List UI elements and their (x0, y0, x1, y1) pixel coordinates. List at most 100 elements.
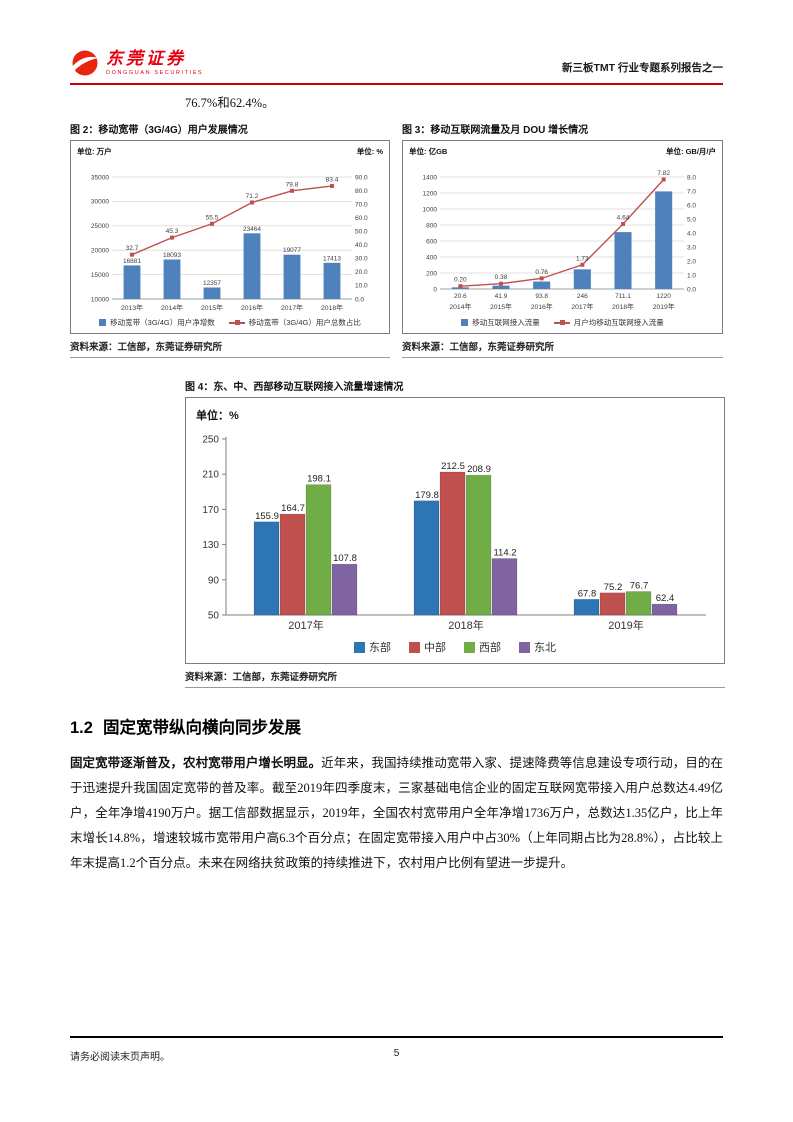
svg-text:10000: 10000 (91, 296, 109, 303)
svg-text:3.0: 3.0 (687, 244, 696, 251)
svg-text:75.2: 75.2 (604, 582, 623, 593)
svg-text:155.9: 155.9 (255, 511, 279, 522)
svg-text:16881: 16881 (123, 258, 141, 265)
svg-text:2013年: 2013年 (121, 303, 143, 312)
svg-text:2018年: 2018年 (448, 618, 483, 632)
figure2-unit-right: 单位: % (356, 147, 383, 156)
legend-square-marker-icon (409, 641, 420, 653)
svg-text:170: 170 (202, 505, 219, 516)
svg-text:164.7: 164.7 (281, 503, 305, 514)
svg-text:35000: 35000 (91, 174, 109, 181)
svg-text:8.0: 8.0 (687, 174, 696, 181)
paragraph-body: 近年来，我国持续推动宽带入家、提速降费等信息建设专项行动，目的在于迅速提升我国固… (70, 756, 723, 870)
svg-text:2016年: 2016年 (241, 303, 263, 312)
svg-text:1000: 1000 (423, 206, 438, 213)
svg-text:1400: 1400 (423, 174, 438, 181)
svg-text:20000: 20000 (91, 248, 109, 255)
svg-text:83.4: 83.4 (326, 176, 339, 183)
svg-text:41.9: 41.9 (495, 293, 508, 300)
svg-text:7.82: 7.82 (657, 170, 670, 177)
svg-text:18093: 18093 (163, 252, 181, 259)
svg-text:2015年: 2015年 (201, 303, 223, 312)
svg-text:0: 0 (433, 286, 437, 293)
figure-4: 图 4：东、中、西部移动互联网接入流量增速情况 单位：% 50 90 130 170 2… (185, 378, 725, 688)
paragraph-lead: 固定宽带逐渐普及，农村宽带用户增长明显。 (70, 756, 322, 770)
svg-text:70.0: 70.0 (355, 201, 368, 208)
svg-text:20.6: 20.6 (454, 293, 467, 300)
legend-square-marker-icon (354, 641, 365, 653)
svg-text:2019年: 2019年 (608, 618, 643, 632)
svg-text:0.76: 0.76 (535, 269, 548, 276)
svg-text:20.0: 20.0 (355, 269, 368, 276)
svg-text:93.8: 93.8 (535, 293, 548, 300)
legend-item: 移动宽带（3G/4G）用户净增数 (99, 317, 215, 328)
svg-text:107.8: 107.8 (333, 553, 357, 564)
svg-text:67.8: 67.8 (578, 588, 597, 599)
figure2-unit-left: 单位: 万户 (77, 147, 112, 156)
brand-name-en: DONGGUAN SECURITIES (106, 70, 204, 77)
svg-text:30000: 30000 (91, 199, 109, 206)
svg-text:246: 246 (577, 293, 588, 300)
svg-text:15000: 15000 (91, 272, 109, 279)
svg-text:23464: 23464 (243, 226, 261, 233)
svg-text:5.0: 5.0 (687, 216, 696, 223)
figure4-plot: 50 90 130 170 210 250 2017年 2018年 2019年 155.9 179.… (202, 435, 706, 632)
brand-swoosh-icon (72, 50, 98, 76)
figure3-unit-left: 单位: 亿GB (409, 147, 448, 156)
legend-label: 西部 (479, 642, 501, 654)
svg-text:40.0: 40.0 (355, 242, 368, 249)
svg-text:2015年: 2015年 (490, 302, 512, 311)
svg-text:0.0: 0.0 (355, 296, 364, 303)
svg-text:50.0: 50.0 (355, 229, 368, 236)
svg-text:1220: 1220 (656, 293, 671, 300)
page-number: 5 (393, 1048, 400, 1059)
svg-text:600: 600 (426, 238, 437, 245)
figure4-chart: 单位：% 50 90 130 170 210 250 2017年 2018年 2019年 155.… (185, 397, 725, 664)
svg-text:62.4: 62.4 (656, 593, 675, 604)
section-heading: 1.2 固定宽带纵向横向同步发展 (70, 714, 723, 738)
svg-text:90.0: 90.0 (355, 174, 368, 181)
svg-text:17413: 17413 (323, 255, 341, 262)
carryover-text: 76.7%和62.4%。 (185, 96, 275, 110)
svg-text:45.3: 45.3 (166, 228, 179, 235)
svg-text:208.9: 208.9 (467, 464, 491, 475)
svg-text:50: 50 (208, 611, 220, 622)
report-series-title: 新三板TMT 行业专题系列报告之一 (562, 62, 723, 74)
svg-text:200: 200 (426, 270, 437, 277)
svg-text:76.7: 76.7 (630, 581, 649, 592)
legend-item: 东北 (519, 639, 556, 655)
svg-text:0.38: 0.38 (495, 274, 508, 281)
svg-text:114.2: 114.2 (493, 548, 516, 559)
body-paragraph: 固定宽带逐渐普及，农村宽带用户增长明显。近年来，我国持续推动宽带入家、提速降费等… (70, 751, 723, 876)
svg-text:1200: 1200 (423, 190, 438, 197)
svg-text:2017年: 2017年 (288, 618, 323, 632)
svg-text:32.7: 32.7 (126, 245, 139, 252)
figure3-plot: 0 200 400 600 800 1000 1200 1400 0.0 1.0 2.0 3.0 4.0… (423, 170, 697, 311)
figure2-title: 图 2：移动宽带（3G/4G）用户发展情况 (70, 125, 248, 136)
svg-text:12357: 12357 (203, 280, 221, 287)
svg-text:212.5: 212.5 (441, 461, 465, 472)
figure3-chart: 单位: 亿GB 单位: GB/月/户 0 200 400 600 800 1000 1200… (402, 140, 723, 334)
legend-label: 中部 (424, 642, 446, 654)
svg-text:55.5: 55.5 (206, 214, 219, 221)
svg-text:10.0: 10.0 (355, 283, 368, 290)
legend-item: 西部 (464, 639, 501, 655)
figure4-title: 图 4：东、中、西部移动互联网接入流量增速情况 (185, 382, 404, 393)
legend-label: 月户均移动互联网接入流量 (573, 318, 664, 327)
svg-text:25000: 25000 (91, 223, 109, 230)
legend-label: 移动宽带（3G/4G）用户总数占比 (248, 318, 361, 327)
svg-text:0.20: 0.20 (454, 277, 467, 284)
svg-text:179.8: 179.8 (415, 490, 439, 501)
svg-text:7.0: 7.0 (687, 188, 696, 195)
figure2-plot: 10000 15000 20000 25000 30000 35000 0.0 10.0 20.… (91, 174, 368, 312)
header-divider (70, 83, 723, 85)
legend-label: 移动宽带（3G/4G）用户净增数 (110, 318, 215, 327)
svg-text:6.0: 6.0 (687, 202, 696, 209)
legend-item: 中部 (409, 639, 446, 655)
figure2-source: 资料来源：工信部，东莞证券研究所 (70, 339, 390, 358)
svg-text:80.0: 80.0 (355, 188, 368, 195)
svg-text:90: 90 (208, 575, 220, 586)
svg-text:19077: 19077 (283, 247, 301, 254)
footer-disclaimer: 请务必阅读末页声明。 (70, 1052, 170, 1063)
